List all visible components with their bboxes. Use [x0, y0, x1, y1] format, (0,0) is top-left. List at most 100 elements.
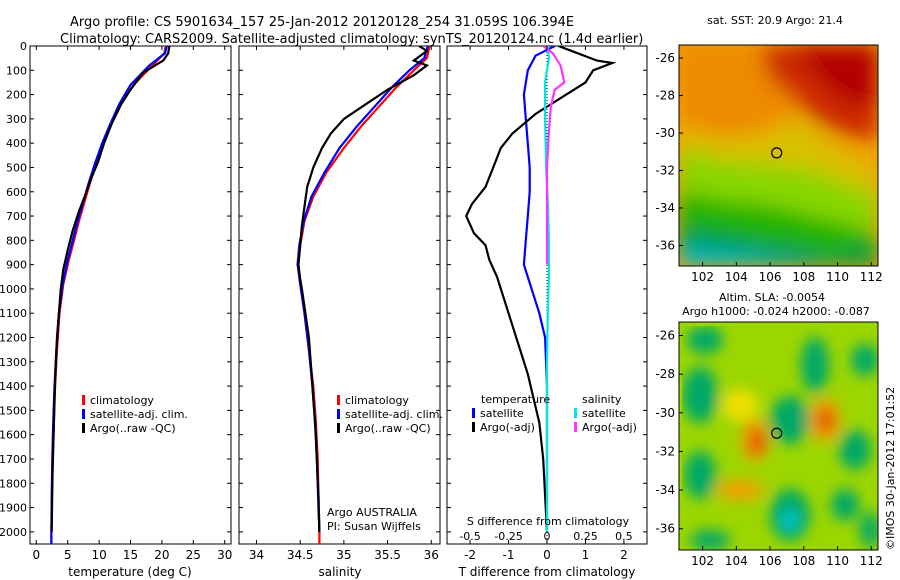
temperature-xtick-label: 25: [186, 548, 201, 562]
depth-tick-label: 400: [6, 137, 27, 150]
series-line-satellite-adj-clim-: [50, 46, 168, 544]
argo-pi-label: PI: Susan Wijffels: [327, 520, 421, 533]
salinity-xlabel: salinity: [318, 565, 361, 579]
sla-map-lon-tick-label: 112: [860, 554, 883, 568]
legend-label: satellite: [480, 407, 524, 420]
depth-tick-label: 1200: [0, 332, 27, 345]
sla-map-lon-tick-label: 106: [759, 554, 782, 568]
sla-map-lon-tick-label: 104: [725, 554, 748, 568]
sst-map-lon-tick-label: 108: [792, 270, 815, 284]
series-line-temperature-argo-adj-: [464, 46, 617, 532]
s-difference-label: S difference from climatology: [467, 515, 630, 528]
legend-swatch: [337, 395, 340, 405]
difference-xtick-label: 1: [582, 548, 590, 562]
series-line-salinity-satellite: [543, 46, 551, 532]
sla-map-lat-tick-label: -28: [655, 367, 675, 381]
depth-tick-label: 1000: [0, 283, 27, 296]
sst-map-lat-tick-label: -34: [655, 201, 675, 215]
sla-map-lon-tick-label: 108: [792, 554, 815, 568]
sla-argo-marker: [771, 427, 783, 439]
sla-map-title: Altim. SLA: -0.0054: [719, 291, 825, 304]
sla-map-lat-tick-label: -26: [655, 329, 675, 343]
s-difference-tick-label: 0.25: [573, 530, 598, 543]
depth-tick-label: 900: [6, 259, 27, 272]
argo-source-label: Argo AUSTRALIA: [327, 506, 417, 519]
depth-tick-label: 0: [20, 40, 27, 53]
series-line-argo-raw-qc-: [50, 46, 171, 532]
series-line-salinity-argo-adj-: [542, 46, 566, 265]
legend-swatch: [82, 395, 85, 405]
depth-tick-label: 1700: [0, 453, 27, 466]
difference-xtick-label: -2: [464, 548, 476, 562]
difference-panel: -2 -1 0 1 2 -0.5 -0.25 0 0.25 0.5 S difference fr…: [446, 45, 648, 579]
temperature-xtick-label: 10: [91, 548, 106, 562]
sst-map-frame: [678, 44, 879, 267]
sst-map-lat-tick-label: -32: [655, 163, 675, 177]
s-difference-tick-label: 0: [544, 530, 551, 543]
salinity-xtick-label: 35: [336, 548, 351, 562]
sla-map-panel: Altim. SLA: -0.0054 Argo h1000: -0.024 h…: [655, 291, 882, 568]
sst-map-lon-tick-label: 110: [826, 270, 849, 284]
depth-tick-label: 1400: [0, 380, 27, 393]
header-line1: Argo profile: CS 5901634_157 25-Jan-2012…: [70, 15, 574, 30]
sla-map-lat-tick-label: -36: [655, 522, 675, 536]
series-line-argo-raw-qc-: [297, 46, 430, 532]
salinity-xtick-label: 34.5: [287, 548, 314, 562]
t-difference-xlabel: T difference from climatology: [458, 565, 636, 579]
depth-tick-label: 200: [6, 89, 27, 102]
depth-tick-label: 300: [6, 113, 27, 126]
depth-tick-label: 100: [6, 64, 27, 77]
depth-tick-label: 1300: [0, 356, 27, 369]
legend-label: satellite-adj. clim.: [90, 408, 188, 421]
sst-argo-marker: [771, 147, 783, 159]
sst-map-lon-tick-label: 104: [725, 270, 748, 284]
sst-map-title: sat. SST: 20.9 Argo: 21.4: [707, 14, 843, 27]
sst-map-lat-tick-label: -30: [655, 126, 675, 140]
salinity-plot-frame: [238, 45, 441, 545]
depth-tick-label: 700: [6, 210, 27, 223]
sst-map-lat-tick-label: -26: [655, 51, 675, 65]
temperature-panel: 0 5 10 15 20 25 300100200300400500600700800900…: [0, 40, 232, 579]
legend-swatch: [574, 422, 577, 432]
sst-map-lat-tick-label: -28: [655, 89, 675, 103]
legend-swatch: [82, 409, 85, 419]
legend-label: Argo(..raw -QC): [90, 422, 176, 435]
temperature-xtick-label: 15: [123, 548, 138, 562]
s-difference-tick-label: 0.5: [615, 530, 633, 543]
temperature-xtick-label: 0: [32, 548, 40, 562]
depth-tick-label: 1800: [0, 477, 27, 490]
sla-map-lat-tick-label: -32: [655, 444, 675, 458]
legend-label: Argo(-adj): [480, 421, 535, 434]
sla-map-subtitle: Argo h1000: -0.024 h2000: -0.087: [682, 305, 870, 318]
sla-map-lon-tick-label: 102: [691, 554, 714, 568]
salinity-panel: 34 34.5 35 35.5 36 salinity climatologysatel…: [238, 45, 443, 579]
sla-map-lon-tick-label: 110: [826, 554, 849, 568]
s-difference-tick-label: -0.25: [494, 530, 522, 543]
depth-tick-label: 1500: [0, 404, 27, 417]
temperature-xlabel: temperature (deg C): [68, 565, 191, 579]
sst-map-panel: sat. SST: 20.9 Argo: 21.4 102 104 106 108 11…: [655, 14, 882, 284]
legend-title-salinity: salinity: [582, 393, 622, 406]
depth-tick-label: 500: [6, 161, 27, 174]
legend-swatch: [574, 408, 577, 418]
depth-tick-label: 1600: [0, 429, 27, 442]
salinity-xtick-label: 34: [249, 548, 264, 562]
imos-timestamp-label: ©IMOS 30-Jan-2012 17:01:52: [884, 387, 897, 550]
legend-label: satellite-adj. clim.: [345, 408, 443, 421]
temperature-xtick-label: 20: [154, 548, 169, 562]
temperature-xtick-label: 30: [217, 548, 232, 562]
salinity-xtick-label: 36: [424, 548, 439, 562]
legend-label: satellite: [582, 407, 626, 420]
depth-tick-label: 2000: [0, 526, 27, 539]
sla-map-lat-tick-label: -30: [655, 406, 675, 420]
sla-map-frame: [678, 321, 879, 551]
depth-tick-label: 600: [6, 186, 27, 199]
legend-swatch: [82, 423, 85, 433]
difference-xtick-label: 0: [543, 548, 551, 562]
difference-xtick-label: 2: [620, 548, 628, 562]
sst-heatmap: [679, 45, 878, 266]
sst-map-lon-tick-label: 106: [759, 270, 782, 284]
legend-swatch: [337, 423, 340, 433]
legend-label: Argo(..raw -QC): [345, 422, 431, 435]
